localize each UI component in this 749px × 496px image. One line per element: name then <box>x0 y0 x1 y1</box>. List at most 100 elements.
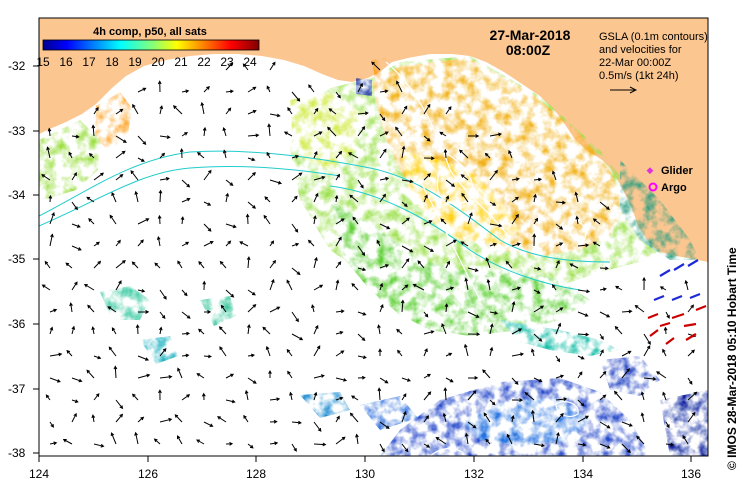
velocity-arrow <box>196 373 205 379</box>
velocity-arrow <box>203 201 212 206</box>
boundary-current-arrows <box>647 259 707 345</box>
velocity-arrow <box>247 109 257 115</box>
velocity-arrow <box>132 103 139 115</box>
velocity-arrow <box>489 223 503 228</box>
velocity-arrow <box>530 348 535 357</box>
velocity-arrow <box>621 309 633 314</box>
velocity-arrow <box>177 367 183 379</box>
velocity-arrow <box>511 196 519 203</box>
velocity-arrow <box>283 131 293 137</box>
velocity-arrow <box>135 324 140 335</box>
velocity-arrow <box>489 399 496 406</box>
colorbar-tick: 18 <box>105 55 119 69</box>
velocity-arrow <box>351 282 359 291</box>
velocity-arrow <box>489 323 494 335</box>
velocity-arrow <box>71 172 77 181</box>
velocity-arrow <box>196 439 205 445</box>
velocity-arrow <box>599 371 607 379</box>
velocity-arrow <box>313 192 319 203</box>
velocity-arrow <box>445 286 455 291</box>
velocity-arrow <box>511 242 521 247</box>
velocity-arrow <box>423 348 428 357</box>
velocity-arrow <box>467 212 473 225</box>
velocity-arrow <box>357 82 363 93</box>
lon-tick-label: 124 <box>29 467 49 481</box>
velocity-arrow <box>269 61 276 71</box>
velocity-arrow <box>467 332 481 337</box>
velocity-arrow <box>533 305 545 313</box>
velocity-arrow <box>569 263 579 269</box>
velocity-arrow <box>137 87 147 93</box>
velocity-arrow <box>181 289 188 297</box>
velocity-arrow <box>225 373 234 379</box>
velocity-arrow <box>71 134 80 139</box>
velocity-arrow <box>181 89 190 94</box>
velocity-arrow <box>357 267 367 272</box>
plot-frame <box>38 17 709 457</box>
velocity-arrow <box>357 111 369 116</box>
velocity-arrow <box>266 151 271 159</box>
velocity-arrow <box>687 349 695 357</box>
velocity-arrow <box>291 154 300 159</box>
velocity-arrow <box>181 353 190 358</box>
velocity-arrow <box>247 377 257 384</box>
velocity-arrow <box>423 311 429 318</box>
velocity-arrow <box>159 177 170 181</box>
velocity-arrow <box>115 280 122 291</box>
velocity-arrow <box>41 284 51 291</box>
velocity-arrow <box>91 326 95 335</box>
velocity-arrow <box>599 394 607 401</box>
velocity-arrow <box>49 352 63 357</box>
velocity-arrow <box>555 355 561 363</box>
velocity-arrow <box>377 387 382 401</box>
velocity-arrow <box>423 156 435 161</box>
lon-tick-label: 134 <box>573 467 593 481</box>
velocity-arrow <box>291 91 301 102</box>
velocity-arrow <box>71 223 81 228</box>
velocity-arrow <box>401 377 411 382</box>
velocity-arrow <box>157 80 162 93</box>
velocity-arrow <box>181 311 191 319</box>
velocity-arrow <box>401 201 408 208</box>
velocity-arrow <box>636 435 645 445</box>
velocity-arrow <box>443 387 448 401</box>
velocity-arrow <box>269 240 275 247</box>
velocity-arrow <box>614 325 623 335</box>
velocity-arrow <box>93 241 100 247</box>
velocity-arrow <box>662 348 667 357</box>
velocity-arrow <box>665 421 670 429</box>
velocity-arrow <box>313 150 318 159</box>
velocity-arrow <box>115 239 121 247</box>
velocity-arrow <box>181 197 191 203</box>
velocity-arrow <box>401 217 410 225</box>
colorbar-tick: 15 <box>36 55 50 69</box>
velocity-arrow <box>377 324 381 335</box>
velocity-arrow <box>313 256 318 269</box>
velocity-arrow <box>269 441 279 446</box>
velocity-arrow <box>91 124 96 137</box>
velocity-arrow <box>269 306 281 313</box>
argo-legend-label: Argo <box>661 182 687 194</box>
velocity-arrow <box>91 414 96 423</box>
velocity-arrow <box>599 443 611 449</box>
velocity-arrow <box>268 370 272 378</box>
velocity-arrow <box>247 86 257 93</box>
velocity-arrow <box>311 304 315 313</box>
velocity-arrow <box>239 241 249 247</box>
velocity-arrow <box>137 289 146 293</box>
velocity-arrow <box>555 397 568 402</box>
velocity-arrow <box>423 373 431 379</box>
australia-land <box>39 18 708 262</box>
glider-legend-label: Glider <box>661 165 694 177</box>
velocity-arrow <box>592 218 601 225</box>
velocity-arrow <box>423 330 435 335</box>
velocity-arrow <box>269 259 277 269</box>
gsla-note-line: GSLA (0.1m contours) <box>599 31 708 43</box>
velocity-arrow <box>86 369 95 379</box>
velocity-arrow <box>482 369 491 379</box>
colorbar-tick: 23 <box>220 55 234 69</box>
velocity-arrow <box>49 212 55 225</box>
velocity-arrow <box>69 302 73 313</box>
velocity-arrow <box>445 377 454 383</box>
